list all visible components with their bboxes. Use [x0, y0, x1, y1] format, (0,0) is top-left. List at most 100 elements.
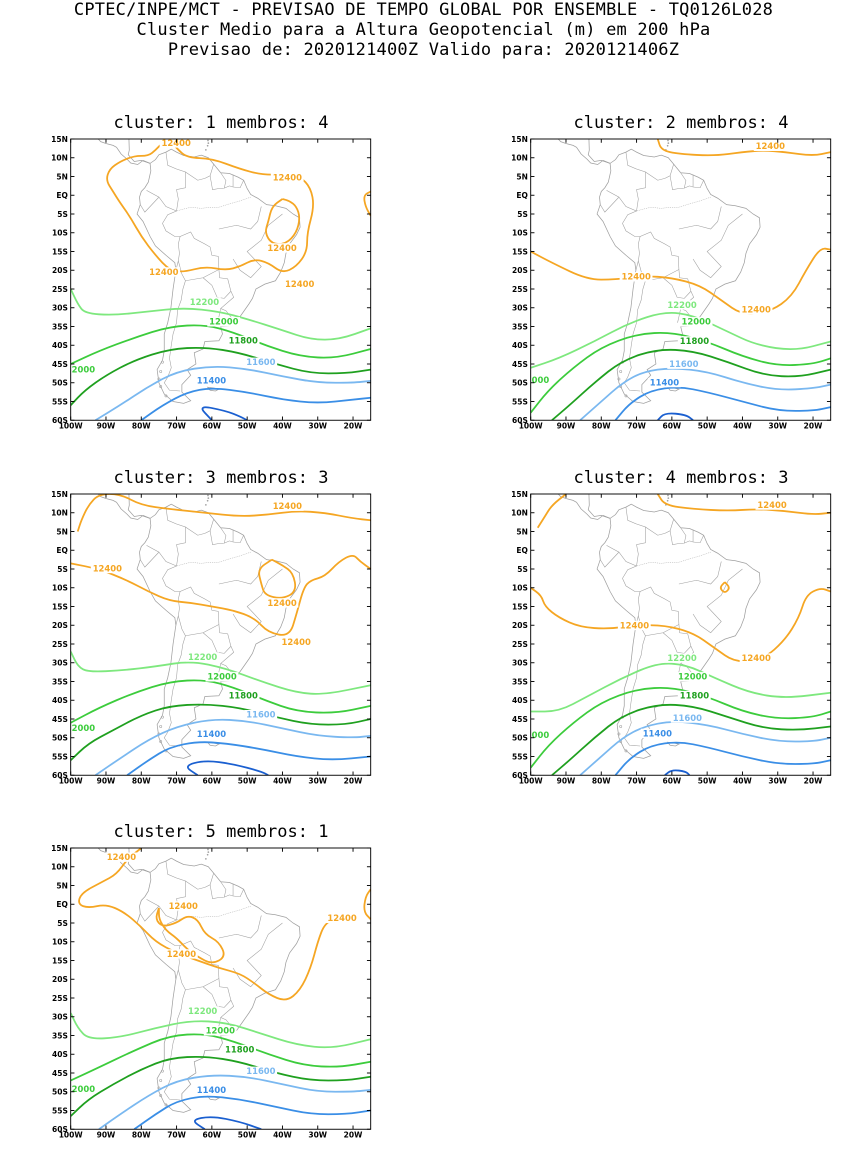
contour-label: 12400 — [273, 501, 302, 511]
lon-tick-label: 100W — [59, 1131, 84, 1140]
lat-tick-label: 10S — [512, 584, 528, 593]
lat-tick-label: 50S — [52, 379, 68, 388]
lat-tick-label: EQ — [516, 191, 528, 200]
lon-tick-label: 20W — [344, 422, 363, 431]
lon-tick-label: 40W — [733, 422, 752, 431]
contour-line — [94, 718, 371, 776]
contour-line — [98, 1074, 371, 1130]
contour-label: 12000 — [209, 317, 238, 327]
contour-line — [70, 1055, 371, 1117]
lon-tick-label: 20W — [344, 1131, 363, 1140]
contour-line — [530, 662, 831, 713]
contour-line — [614, 741, 831, 776]
lat-tick-label: 60S — [512, 771, 528, 780]
lon-tick-label: 50W — [698, 422, 717, 431]
contour-label: 12400 — [167, 949, 196, 959]
lon-tick-label: 70W — [167, 422, 186, 431]
lon-tick-label: 40W — [733, 777, 752, 786]
lat-tick-label: 25S — [52, 994, 68, 1003]
contour-line — [363, 888, 371, 920]
contour-line — [656, 494, 831, 515]
contour-label: 12400 — [742, 305, 771, 315]
contour-label: 12400 — [285, 279, 314, 289]
contour-label: 12200 — [667, 653, 696, 663]
lat-tick-label: 35S — [52, 677, 68, 686]
lat-tick-label: 60S — [512, 416, 528, 425]
lon-tick-label: 90W — [557, 422, 576, 431]
lon-tick-label: 60W — [663, 422, 682, 431]
lat-tick-label: 60S — [52, 416, 68, 425]
map-panel: 12400 12400 12400 12400 12200 12000 11800 11600… — [51, 490, 372, 786]
lat-tick-label: 10N — [511, 509, 528, 518]
contour-label: 11400 — [197, 1085, 226, 1095]
contour-label: 12000 — [206, 1026, 235, 1036]
contour-line — [70, 288, 371, 341]
contour-label: 11600 — [669, 359, 698, 369]
contour-label: 12200 — [667, 300, 696, 310]
lon-tick-label: 30W — [768, 422, 787, 431]
contour-line — [530, 312, 831, 369]
lat-tick-label: 25S — [52, 640, 68, 649]
contour-line — [614, 386, 831, 421]
panel-title: cluster: 4 membros: 3 — [573, 468, 789, 488]
lat-tick-label: 10N — [51, 509, 68, 518]
lat-tick-label: EQ — [56, 900, 68, 909]
contour-label: 11400 — [197, 376, 226, 386]
lat-tick-label: EQ — [56, 546, 68, 555]
contour-line — [530, 247, 831, 315]
contour-label: 12400 — [757, 500, 786, 510]
contour-label: 12400 — [267, 598, 296, 608]
contour-label: 11800 — [225, 1044, 254, 1054]
lat-tick-label: 25S — [512, 285, 528, 294]
lat-tick-label: 35S — [512, 677, 528, 686]
lon-tick-label: 50W — [238, 422, 257, 431]
contour-line — [70, 324, 371, 365]
lat-tick-label: 15S — [52, 956, 68, 965]
lon-tick-label: 80W — [592, 777, 611, 786]
contour-label: 12400 — [622, 272, 651, 282]
contour-label-edge: 2000 — [72, 365, 96, 375]
contour-label: 12400 — [756, 141, 785, 151]
lat-tick-label: 20S — [52, 975, 68, 984]
contour-label: 11800 — [229, 690, 258, 700]
lat-tick-label: 25S — [512, 640, 528, 649]
lat-tick-label: 20S — [52, 621, 68, 630]
lat-tick-label: EQ — [516, 546, 528, 555]
lat-tick-label: EQ — [56, 191, 68, 200]
lat-tick-label: 15S — [512, 247, 528, 256]
contour-line — [258, 558, 297, 599]
map-panel: 12400 12400 12400 12400 12400 12200 12000 11800… — [51, 135, 372, 431]
lon-tick-label: 90W — [557, 777, 576, 786]
map-panel: 12400 12400 12400 12200 12000 11800 1160011400… — [511, 490, 832, 786]
contour-label: 11600 — [246, 357, 275, 367]
lat-tick-label: 20S — [512, 621, 528, 630]
contour-line — [536, 494, 567, 529]
lat-tick-label: 15N — [51, 490, 68, 499]
lat-tick-label: 15S — [52, 602, 68, 611]
lon-tick-label: 80W — [132, 422, 151, 431]
lon-tick-label: 50W — [238, 777, 257, 786]
contour-line — [70, 679, 371, 724]
contour-label: 12400 — [162, 138, 191, 148]
lat-tick-label: 45S — [52, 715, 68, 724]
page-header: CPTEC/INPE/MCT - PREVISAO DE TEMPO GLOBA… — [0, 0, 847, 60]
contour-label: 12200 — [188, 1006, 217, 1016]
contour-line — [551, 348, 831, 421]
contour-label: 12000 — [207, 672, 236, 682]
contour-label: 12400 — [273, 172, 302, 182]
lon-tick-label: 90W — [97, 1131, 116, 1140]
contour-label-edge: 2000 — [72, 723, 96, 733]
contour-label: 12200 — [188, 652, 217, 662]
contour-line — [530, 587, 831, 663]
lat-tick-label: 5S — [517, 565, 528, 574]
lat-tick-label: 45S — [512, 360, 528, 369]
lon-tick-label: 70W — [167, 777, 186, 786]
lon-tick-label: 50W — [238, 1131, 257, 1140]
contour-label: 12200 — [190, 297, 219, 307]
panel-title: cluster: 3 membros: 3 — [113, 468, 329, 488]
lat-tick-label: 10N — [51, 863, 68, 872]
lat-tick-label: 10N — [511, 154, 528, 163]
contour-line — [530, 332, 831, 414]
lat-tick-label: 5N — [516, 527, 528, 536]
panel-title: cluster: 2 membros: 4 — [573, 113, 789, 133]
